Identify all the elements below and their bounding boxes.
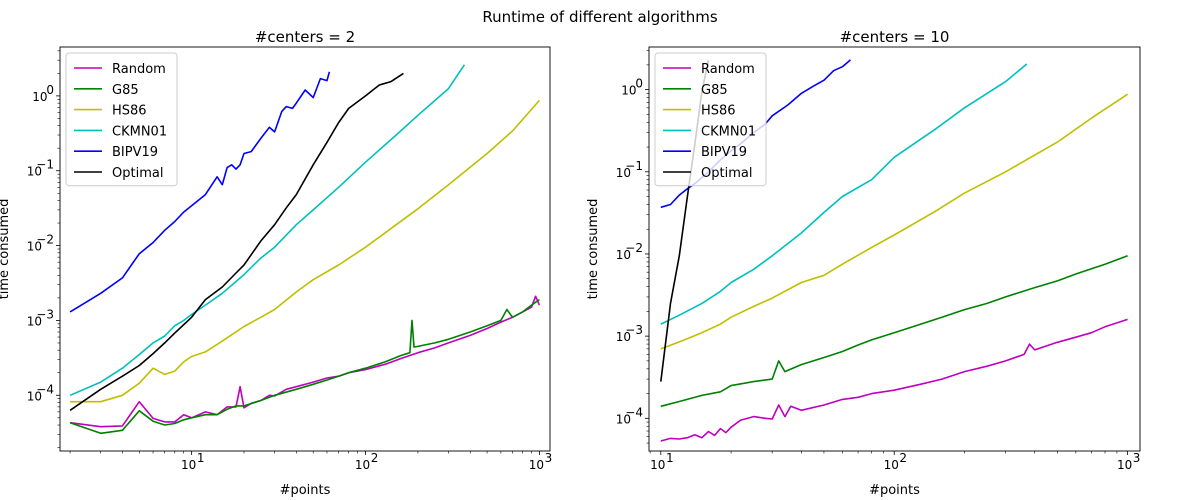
legend-label: BIPV19 bbox=[112, 145, 158, 160]
y-tick-exponent: −1 bbox=[36, 158, 54, 172]
legend-item-random: Random bbox=[74, 62, 166, 77]
y-tick-label: 10 bbox=[616, 248, 631, 262]
legend-item-bipv19: BIPV19 bbox=[74, 145, 158, 160]
x-axis-label: #points bbox=[869, 483, 920, 498]
legend-label: Optimal bbox=[112, 166, 163, 181]
x-tick-exponent: 3 bbox=[545, 451, 553, 465]
x-tick-exponent: 2 bbox=[371, 451, 379, 465]
y-tick-exponent: 0 bbox=[635, 77, 643, 91]
y-axis-label: time consumed bbox=[0, 199, 12, 300]
legend-box bbox=[654, 52, 767, 187]
y-tick-exponent: −4 bbox=[36, 382, 54, 396]
series-line-g85 bbox=[69, 298, 540, 435]
legend-item-g85: G85 bbox=[663, 83, 728, 98]
subplot-title: #centers = 10 bbox=[840, 28, 950, 46]
y-tick-exponent: −4 bbox=[625, 405, 643, 419]
series-line-g85 bbox=[660, 255, 1128, 408]
y-tick-label: 10 bbox=[616, 330, 631, 344]
legend-item-ckmn01: CKMN01 bbox=[663, 124, 756, 139]
legend-item-random: Random bbox=[663, 62, 755, 77]
series-line-hs86 bbox=[660, 93, 1129, 350]
series-line-random bbox=[69, 295, 541, 428]
series-line-random bbox=[660, 318, 1128, 442]
series-line-ckmn01 bbox=[660, 63, 1028, 325]
x-tick-exponent: 3 bbox=[1133, 451, 1141, 465]
legend-item-g85: G85 bbox=[74, 83, 139, 98]
series-line-hs86 bbox=[70, 99, 541, 403]
axes-frame bbox=[648, 46, 1141, 452]
x-tick-label: 10 bbox=[650, 458, 665, 472]
x-tick-label: 10 bbox=[181, 458, 196, 472]
series-line-bipv19 bbox=[69, 71, 331, 313]
legend-label: CKMN01 bbox=[701, 124, 756, 139]
y-tick-label: 10 bbox=[621, 84, 636, 98]
legend-item-optimal: Optimal bbox=[663, 166, 752, 181]
legend-label: Random bbox=[112, 62, 166, 77]
x-tick-label: 10 bbox=[355, 458, 370, 472]
x-tick-exponent: 2 bbox=[899, 451, 907, 465]
subplot-title: #centers = 2 bbox=[255, 28, 355, 46]
axes-frame bbox=[59, 46, 551, 452]
legend-label: Optimal bbox=[701, 166, 752, 181]
y-tick-exponent: −2 bbox=[36, 233, 54, 247]
series-line-optimal bbox=[69, 72, 404, 411]
y-tick-exponent: −1 bbox=[625, 159, 643, 173]
y-tick-exponent: −3 bbox=[36, 307, 54, 321]
series-lines bbox=[69, 64, 541, 435]
legend-label: HS86 bbox=[112, 104, 147, 119]
legend: Random G85 HS86 CKMN01 BIPV19 Optimal bbox=[65, 52, 178, 187]
y-tick-label: 10 bbox=[27, 314, 42, 328]
y-tick-label: 10 bbox=[616, 166, 631, 180]
x-axis-label: #points bbox=[280, 483, 331, 498]
legend-label: G85 bbox=[112, 83, 139, 98]
y-tick-exponent: −2 bbox=[625, 241, 643, 255]
y-tick-label: 10 bbox=[27, 389, 42, 403]
legend-label: G85 bbox=[701, 83, 728, 98]
legend-box bbox=[65, 52, 178, 187]
legend-label: BIPV19 bbox=[701, 145, 747, 160]
y-tick-label: 10 bbox=[27, 165, 42, 179]
legend-label: CKMN01 bbox=[112, 124, 167, 139]
y-tick-label: 10 bbox=[616, 412, 631, 426]
x-tick-label: 10 bbox=[884, 458, 899, 472]
legend-item-bipv19: BIPV19 bbox=[663, 145, 747, 160]
legend: Random G85 HS86 CKMN01 BIPV19 Optimal bbox=[654, 52, 767, 187]
y-axis-label: time consumed bbox=[586, 199, 601, 300]
x-tick-label: 10 bbox=[1117, 458, 1132, 472]
x-tick-exponent: 1 bbox=[197, 451, 205, 465]
figure-title: Runtime of different algorithms bbox=[482, 8, 718, 26]
y-tick-exponent: −3 bbox=[625, 323, 643, 337]
subplot-1: #centers = 210 1 10 2 10 310−410−310−210−1100… bbox=[0, 28, 552, 498]
y-tick-label: 10 bbox=[32, 90, 47, 104]
legend-item-ckmn01: CKMN01 bbox=[74, 124, 167, 139]
x-tick-label: 10 bbox=[529, 458, 544, 472]
legend-item-hs86: HS86 bbox=[74, 104, 147, 119]
x-tick-exponent: 1 bbox=[666, 451, 674, 465]
y-tick-label: 10 bbox=[27, 240, 42, 254]
y-tick-exponent: 0 bbox=[46, 83, 54, 97]
legend-label: Random bbox=[701, 62, 755, 77]
series-line-ckmn01 bbox=[69, 64, 466, 397]
legend-label: HS86 bbox=[701, 104, 736, 119]
legend-item-optimal: Optimal bbox=[74, 166, 163, 181]
legend-item-hs86: HS86 bbox=[663, 104, 736, 119]
